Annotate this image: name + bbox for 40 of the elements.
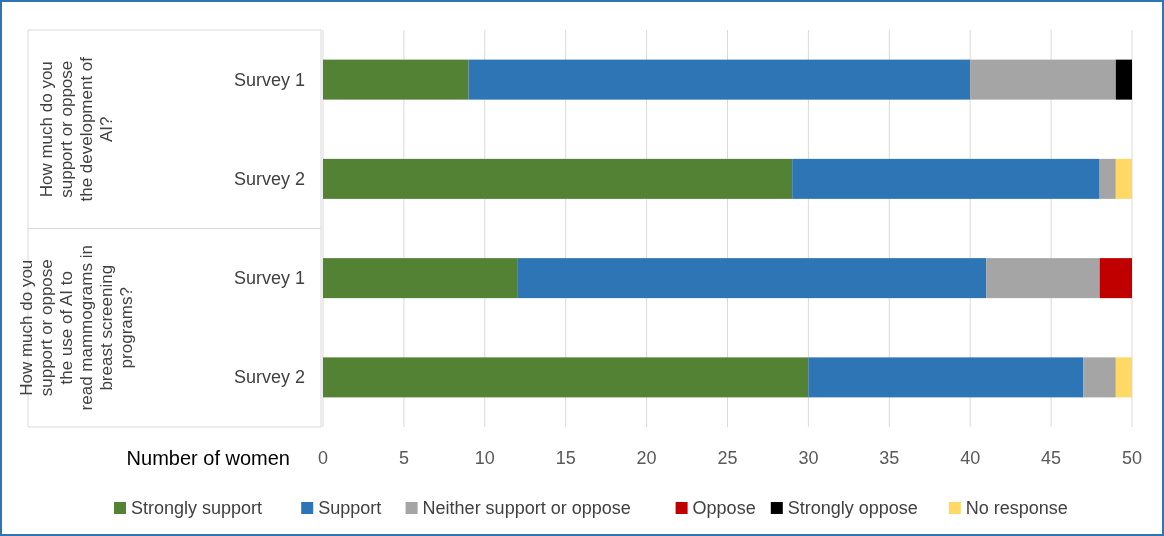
legend-label: Oppose [692, 498, 756, 518]
bar [468, 59, 971, 100]
x-tick-label: 40 [960, 448, 981, 468]
text: How much do you support or oppose the development of AI? [37, 56, 116, 202]
bar [323, 357, 809, 398]
bar [323, 258, 518, 299]
bar [970, 59, 1116, 100]
x-tick-label: 30 [798, 448, 819, 468]
legend-label: Support [318, 498, 382, 518]
bar [517, 258, 987, 299]
legend-label: Strongly oppose [787, 498, 918, 518]
bar [1099, 158, 1116, 199]
x-tick-label: 0 [317, 448, 329, 468]
bar [1115, 357, 1132, 398]
bar [323, 158, 793, 199]
legend-label: Strongly support [131, 498, 263, 518]
x-tick-label: 15 [555, 448, 576, 468]
x-tick-label: 10 [474, 448, 495, 468]
y-tick-label: Survey 2 [233, 367, 305, 388]
x-tick-label: 45 [1041, 448, 1062, 468]
legend-label: No response [965, 498, 1068, 518]
x-tick-label: 5 [398, 448, 409, 468]
y-tick-label: Survey 2 [233, 168, 305, 189]
x-axis-title: Number of women [126, 447, 290, 469]
y-tick-label: Survey 1 [233, 268, 305, 289]
bar [323, 59, 469, 100]
text: How much do you support or oppose the use of AI to read mammograms in breast screening programs? [17, 245, 136, 411]
x-tick-label: 35 [879, 448, 900, 468]
bar [808, 357, 1084, 398]
x-tick-label: 25 [717, 448, 738, 468]
y-tick-label: Survey 1 [233, 69, 305, 90]
bar [1083, 357, 1116, 398]
bar [1099, 258, 1132, 299]
bar [1115, 59, 1132, 100]
bar [792, 158, 1100, 199]
x-tick-label: 20 [636, 448, 657, 468]
bar [986, 258, 1100, 299]
x-tick-label: 50 [1121, 448, 1143, 468]
bar [1115, 158, 1132, 199]
legend-label: Neither support or oppose [422, 498, 631, 518]
